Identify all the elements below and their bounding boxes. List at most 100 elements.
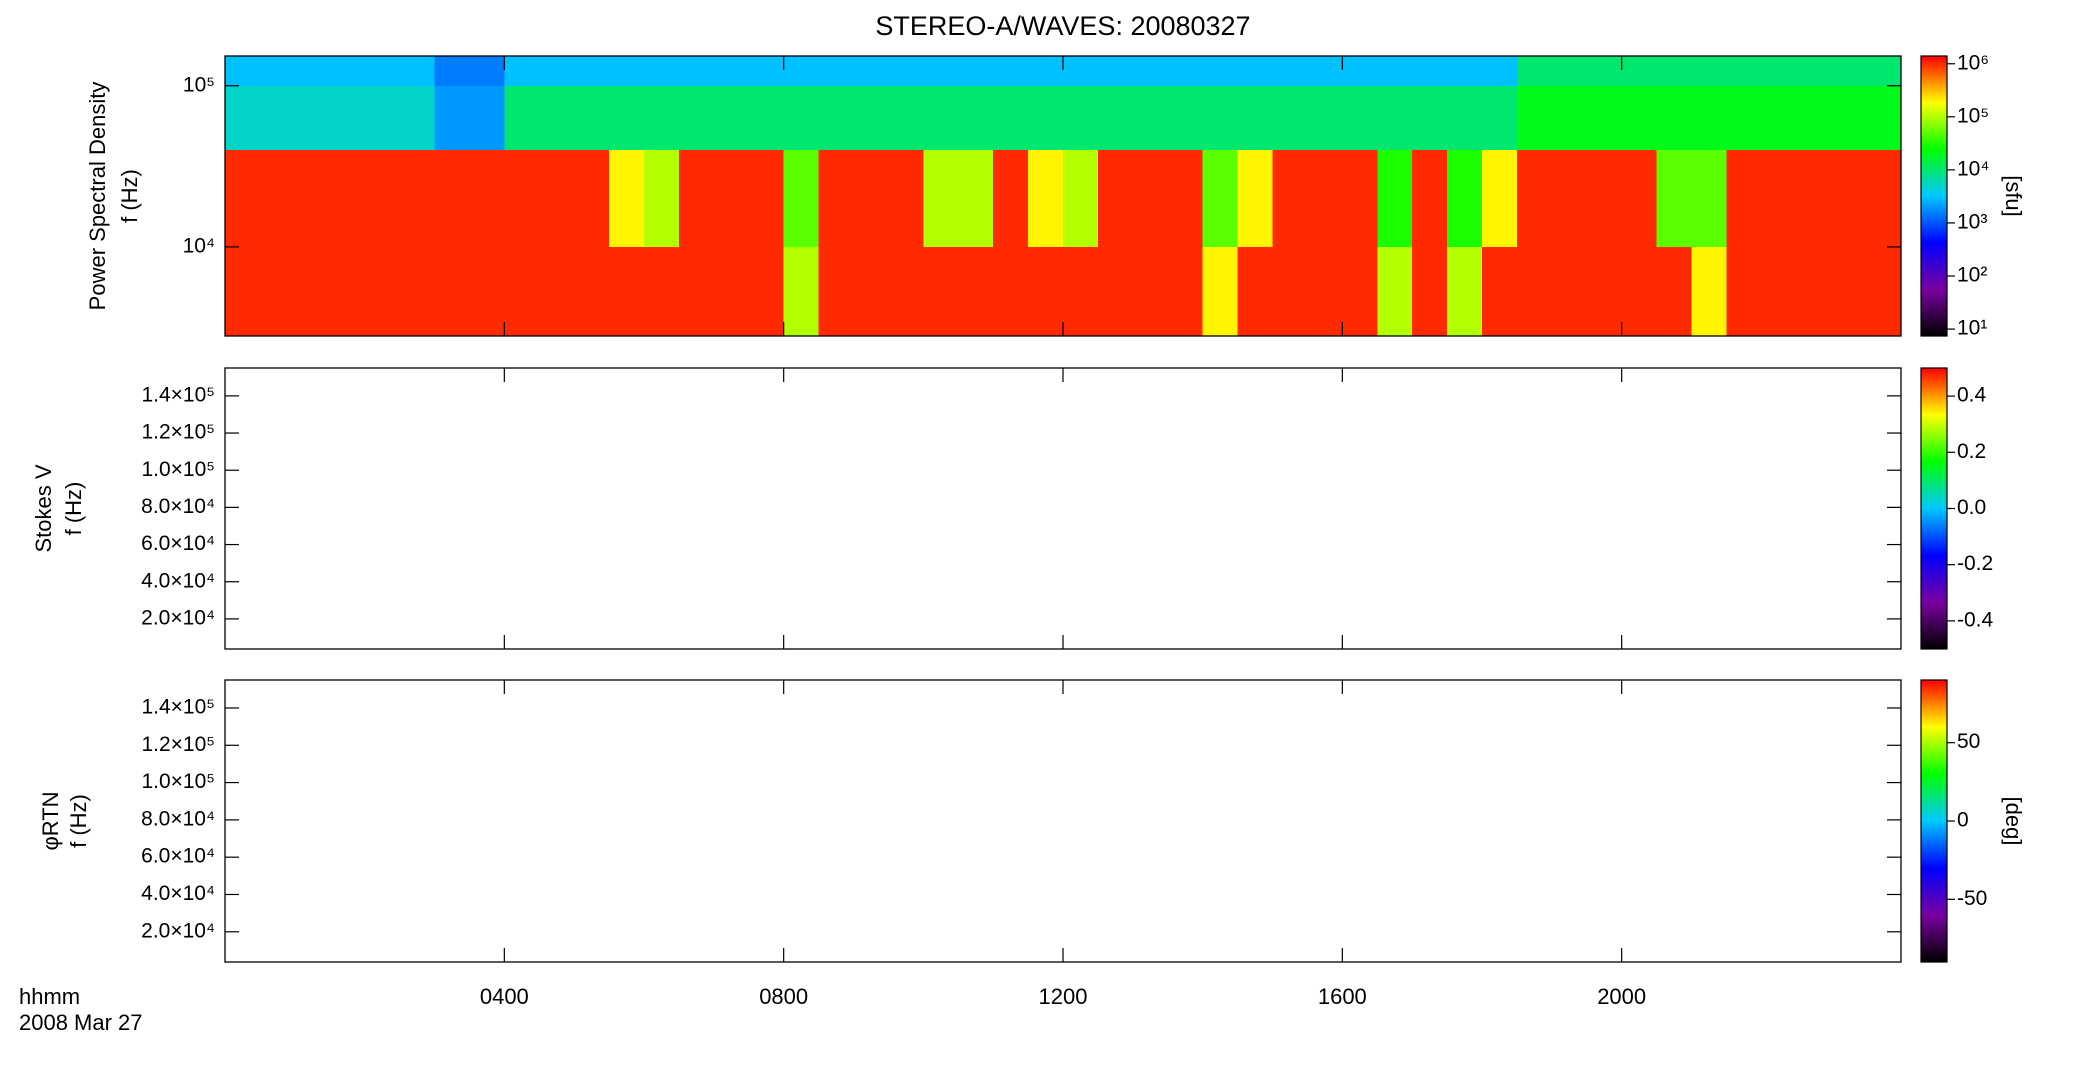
- heatmap-cell: [1866, 149, 1902, 247]
- heatmap-cell: [1621, 56, 1658, 86]
- heatmap-cell: [1132, 246, 1169, 336]
- heatmap-cell: [1307, 246, 1343, 336]
- heatmap-cell: [1656, 85, 1692, 150]
- heatmap-cell: [958, 246, 994, 336]
- heatmap-cell: [1761, 149, 1797, 247]
- heatmap-cell: [399, 56, 435, 86]
- date-label: 2008 Mar 27: [19, 1010, 143, 1035]
- heatmap-cell: [504, 149, 540, 247]
- heatmap-cell: [1377, 149, 1413, 247]
- heatmap-cell: [1796, 246, 1832, 336]
- heatmap-cell: [1551, 56, 1588, 86]
- y-axis-label: Power Spectral Density: [85, 82, 110, 311]
- heatmap-cell: [818, 85, 854, 150]
- heatmap-cell: [504, 246, 540, 336]
- heatmap-cell: [399, 246, 435, 336]
- heatmap-cell: [1063, 246, 1099, 336]
- heatmap-cell: [539, 85, 575, 150]
- x-tick-label: 1600: [1318, 984, 1367, 1009]
- colorbar-tick-label: -0.2: [1957, 552, 1993, 575]
- plot-area: [225, 56, 1902, 336]
- y-tick-label: 8.0×10⁴: [141, 495, 215, 518]
- heatmap-cell: [678, 246, 715, 336]
- y-tick-label: 10⁴: [183, 234, 215, 257]
- heatmap-cell: [259, 85, 296, 150]
- heatmap-cell: [1516, 246, 1553, 336]
- heatmap-cell: [1516, 56, 1553, 86]
- colorbar-tick-label: 0: [1957, 809, 1969, 832]
- heatmap-cell: [1307, 149, 1343, 247]
- heatmap-cell: [1516, 149, 1553, 247]
- heatmap-cell: [923, 56, 959, 86]
- heatmap-cell: [1237, 56, 1273, 86]
- heatmap-cell: [1796, 85, 1832, 150]
- heatmap-cell: [574, 149, 610, 247]
- heatmap-cell: [225, 85, 261, 150]
- y-axis-label: Stokes V: [31, 464, 56, 552]
- heatmap-cell: [1761, 246, 1797, 336]
- heatmap-cell: [1447, 56, 1483, 86]
- heatmap-cell: [644, 56, 680, 86]
- heatmap-cell: [1551, 149, 1588, 247]
- heatmap-cell: [993, 56, 1029, 86]
- heatmap-cell: [1447, 85, 1483, 150]
- heatmap-cell: [1167, 56, 1204, 86]
- heatmap-cell: [539, 246, 575, 336]
- heatmap-cell: [748, 149, 785, 247]
- heatmap-cell: [539, 149, 575, 247]
- heatmap-cell: [1202, 149, 1239, 247]
- heatmap-cell: [225, 246, 261, 336]
- heatmap-cell: [1097, 246, 1134, 336]
- heatmap-cell: [713, 246, 750, 336]
- heatmap-cell: [853, 149, 889, 247]
- heatmap-cell: [1202, 56, 1239, 86]
- y-tick-label: 6.0×10⁴: [141, 532, 215, 555]
- heatmap-cell: [574, 246, 610, 336]
- x-tick-label: 2000: [1597, 984, 1646, 1009]
- heatmap-cell: [1342, 149, 1378, 247]
- colorbar-tick-label: 10²: [1957, 264, 1987, 287]
- y-tick-label: 1.2×10⁵: [141, 421, 215, 444]
- heatmap-cell: [1866, 56, 1902, 86]
- heatmap-cell: [399, 149, 435, 247]
- heatmap-cell: [225, 149, 261, 247]
- heatmap-cell: [1272, 149, 1308, 247]
- heatmap-cell: [713, 149, 750, 247]
- heatmap-cell: [1272, 85, 1308, 150]
- heatmap-cell: [539, 56, 575, 86]
- heatmap-cell: [1796, 56, 1832, 86]
- heatmap-cell: [748, 85, 785, 150]
- heatmap-cell: [1412, 85, 1448, 150]
- heatmap-cell: [329, 85, 366, 150]
- heatmap-cell: [678, 149, 715, 247]
- heatmap-cell: [1656, 246, 1692, 336]
- heatmap-cell: [853, 85, 889, 150]
- heatmap-cell: [1551, 246, 1588, 336]
- heatmap-cell: [1028, 85, 1064, 150]
- heatmap-cell: [469, 149, 505, 247]
- y-tick-label: 4.0×10⁴: [141, 882, 215, 905]
- heatmap-cell: [853, 246, 889, 336]
- y-axis-label: f (Hz): [66, 794, 91, 848]
- heatmap-cell: [678, 85, 715, 150]
- heatmap-cell: [1377, 56, 1413, 86]
- colorbar-tick-label: 10⁴: [1957, 157, 1989, 180]
- heatmap-cell: [1132, 149, 1169, 247]
- heatmap-cell: [1342, 246, 1378, 336]
- heatmap-cell: [1412, 56, 1448, 86]
- heatmap-cell: [1866, 85, 1902, 150]
- heatmap-cell: [259, 246, 296, 336]
- heatmap-cell: [1726, 56, 1762, 86]
- y-axis-label: f (Hz): [117, 169, 142, 223]
- heatmap-cell: [329, 149, 366, 247]
- heatmap-cell: [259, 56, 296, 86]
- heatmap-cell: [1237, 149, 1273, 247]
- heatmap-cell: [783, 85, 820, 150]
- heatmap-cell: [1621, 85, 1658, 150]
- heatmap-cell: [294, 149, 331, 247]
- heatmap-cell: [364, 149, 401, 247]
- heatmap-cell: [1237, 85, 1273, 150]
- heatmap-cell: [818, 246, 854, 336]
- heatmap-cell: [1097, 149, 1134, 247]
- heatmap-cell: [1167, 149, 1204, 247]
